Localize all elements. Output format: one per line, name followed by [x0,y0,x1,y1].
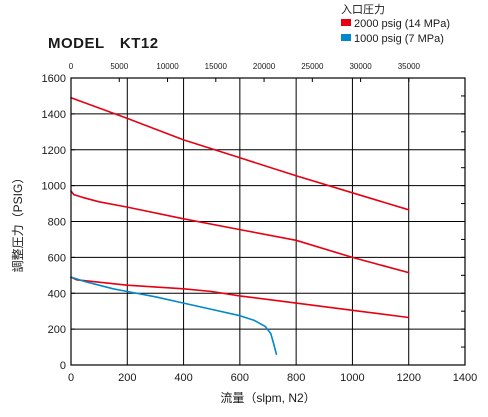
legend-label-1000: 1000 psig (7 MPa) [354,33,444,45]
plot-frame [70,77,466,366]
top-tick-label: 5000 [110,62,128,71]
y-tick-label: 400 [48,288,66,300]
series-line-1 [70,96,410,211]
x-tick-label: 400 [174,372,192,384]
top-tick-label: 0 [69,62,74,71]
y-tick-label: 1600 [42,73,66,85]
series-line-4 [70,276,278,356]
x-axis-title: 流量（slpm, N2） [220,391,315,405]
series-line-2 [70,190,410,274]
x-tick-label: 600 [231,372,249,384]
top-tick-label: 25000 [301,62,324,71]
top-tick-label: 15000 [205,62,228,71]
y-tick-label: 200 [48,324,66,336]
y-tick-label: 600 [48,252,66,264]
x-tick-label: 1200 [396,372,420,384]
x-axis: 0 200 400 600 800 1000 1200 1400 [68,372,477,384]
legend-swatch-1000 [341,34,351,41]
series-lines [70,96,410,356]
top-tick-label: 20000 [253,62,276,71]
y-tick-label: 800 [48,217,66,229]
grid [71,78,465,365]
legend-swatch-2000 [341,19,351,26]
top-tick-label: 30000 [349,62,372,71]
x-tick-label: 200 [118,372,136,384]
y-tick-label: 1000 [42,181,66,193]
legend: 入口圧力 2000 psig (14 MPa) 1000 psig (7 MPa… [341,3,450,45]
y-tick-label: 1200 [42,145,66,157]
x-tick-label: 800 [287,372,305,384]
legend-label-2000: 2000 psig (14 MPa) [354,18,450,30]
x-tick-label: 0 [68,372,74,384]
y-tick-label: 0 [60,360,66,372]
series-line-3 [70,276,410,319]
top-axis: 0 5000 10000 15000 20000 25000 30000 35000 [69,62,421,82]
y-tick-label: 1400 [42,109,66,121]
top-tick-label: 10000 [156,62,179,71]
y-axis-title: 調整圧力（PSIG） [10,172,25,273]
legend-title: 入口圧力 [341,3,385,16]
top-tick-label: 35000 [398,62,421,71]
chart-title: MODEL KT12 [48,35,159,52]
y-axis: 0 200 400 600 800 1000 1200 1400 1600 [42,73,465,372]
x-tick-label: 1000 [340,372,364,384]
x-tick-label: 1400 [453,372,477,384]
